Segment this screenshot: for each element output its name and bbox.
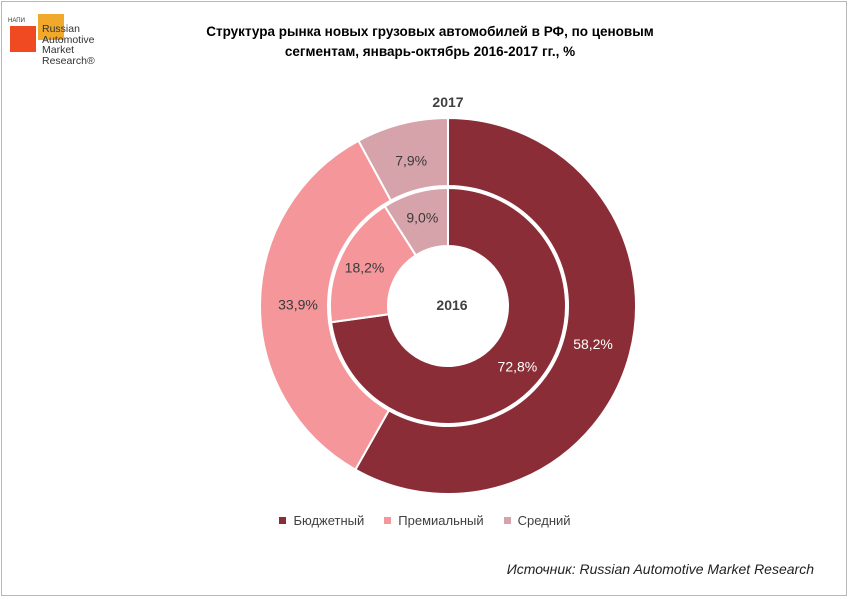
legend-swatch-middle xyxy=(503,517,511,524)
source-note: Источник: Russian Automotive Market Rese… xyxy=(506,561,814,577)
inner-label-middle: 9,0% xyxy=(406,210,438,226)
inner-ring-year-label: 2016 xyxy=(436,297,467,313)
legend-swatch-premium xyxy=(384,517,392,524)
logo-red-square xyxy=(10,26,36,52)
logo-name: Russian Automotive Market Research® xyxy=(42,23,95,67)
legend-item-budget: Бюджетный xyxy=(279,513,364,528)
rings-group xyxy=(259,116,637,495)
inner-slice-budget xyxy=(329,186,567,425)
outer-label-budget: 58,2% xyxy=(573,336,613,352)
legend-label-premium: Премиальный xyxy=(398,513,484,528)
legend-item-middle: Средний xyxy=(503,513,571,528)
legend: Бюджетный Премиальный Средний xyxy=(0,513,850,528)
legend-label-middle: Средний xyxy=(517,513,571,528)
outer-slice-budget xyxy=(354,116,637,495)
inner-label-budget: 72,8% xyxy=(498,358,538,374)
logo-yellow-square xyxy=(38,14,64,40)
logo-tag: НАПИ xyxy=(8,18,25,24)
logo: НАПИ Russian Automotive Market Research® xyxy=(8,12,118,82)
labels-group: 58,2% 33,9% 7,9% 72,8% 18,2% 9,0% 2017 2016 xyxy=(278,94,613,374)
outer-label-premium: 33,9% xyxy=(278,297,318,313)
chart-title: Структура рынка новых грузовых автомобил… xyxy=(206,24,654,59)
outer-label-middle: 7,9% xyxy=(395,153,427,169)
inner-label-premium: 18,2% xyxy=(345,259,385,275)
inner-slice-middle xyxy=(383,186,449,257)
legend-swatch-budget xyxy=(279,517,287,524)
outer-slice-middle xyxy=(357,116,449,202)
outer-ring-year-label: 2017 xyxy=(432,94,463,110)
legend-label-budget: Бюджетный xyxy=(293,513,365,528)
outer-slice-premium xyxy=(259,139,393,471)
legend-item-premium: Премиальный xyxy=(384,513,484,528)
